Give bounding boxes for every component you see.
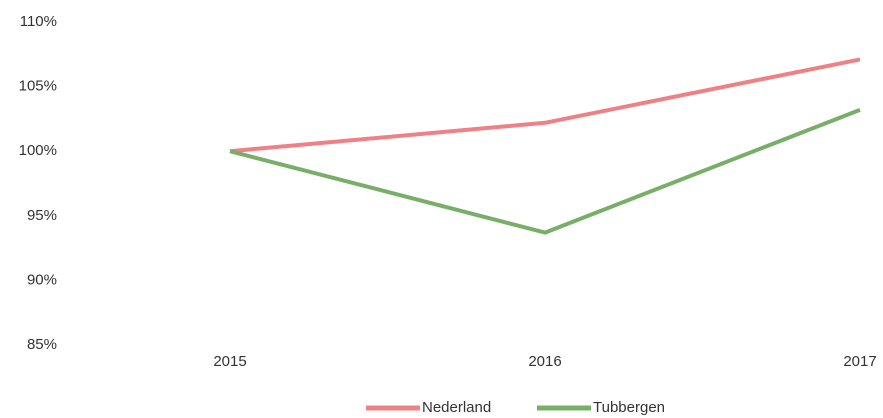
x-tick-label: 2015 — [213, 353, 246, 370]
line-series — [229, 57, 861, 154]
y-tick-label: 105% — [19, 78, 57, 95]
y-tick-label: 110% — [20, 13, 57, 30]
y-tick-label: 100% — [19, 142, 57, 159]
x-tick-label: 2016 — [528, 353, 561, 370]
legend-label: Nederland — [422, 399, 491, 416]
x-tick-label: 2017 — [843, 353, 876, 370]
legend-label: Tubbergen — [593, 399, 665, 416]
y-tick-label: 95% — [27, 207, 57, 224]
y-tick-label: 90% — [27, 271, 57, 288]
line-series — [229, 107, 861, 235]
y-tick-label: 85% — [27, 336, 57, 353]
